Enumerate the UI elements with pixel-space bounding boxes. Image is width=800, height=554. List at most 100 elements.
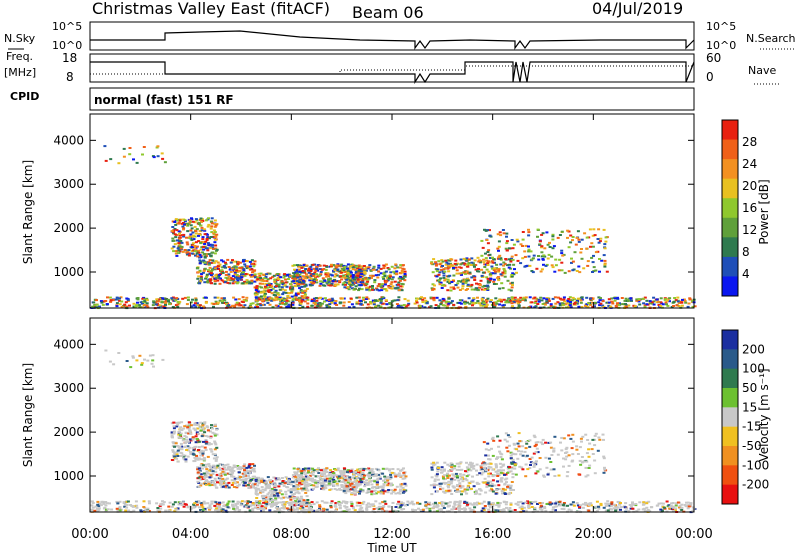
echo-cell [567,298,571,300]
echo-cell [489,506,493,509]
echo-cell [202,305,205,308]
echo-cell [488,253,492,256]
echo-cell [269,289,273,291]
echo-cell [297,498,301,501]
echo-cell [522,506,526,509]
echo-cell [277,496,281,499]
echo-cell [678,504,682,507]
echo-cell [271,502,275,505]
echo-cell [421,301,425,303]
echo-cell [196,471,200,474]
echo-cell [590,256,594,259]
echo-cell [104,504,108,507]
echo-cell [657,502,661,505]
echo-cell [302,469,306,472]
echo-cell [254,481,258,484]
echo-cell [362,500,366,503]
echo-cell [494,283,498,285]
echo-cell [262,280,266,282]
echo-cell [195,245,199,248]
echo-cell [437,260,441,263]
echo-cell [175,425,179,428]
echo-cell [221,300,224,303]
echo-cell [340,501,344,504]
echo-cell [304,505,308,508]
echo-cell [505,299,509,302]
echo-cell [629,505,633,508]
echo-cell [495,268,499,271]
echo-cell [391,285,395,288]
echo-cell [213,231,217,233]
echo-cell [123,505,127,508]
echo-cell [346,277,350,280]
echo-cell [329,264,333,267]
echo-cell [318,504,322,507]
echo-cell [379,301,383,304]
echo-cell [299,289,303,292]
echo-cell [206,502,210,505]
echo-cell [269,489,273,492]
echo-cell [325,484,329,487]
echo-cell [569,234,573,237]
echo-cell [406,299,410,302]
echo-cell [282,276,286,279]
echo-cell [537,258,541,261]
echo-cell [242,484,246,487]
echo-cell [245,282,249,285]
echo-cell [263,287,267,290]
echo-cell [610,501,614,504]
echo-cell [568,299,572,302]
echo-cell [358,492,361,495]
echo-cell [645,303,649,306]
echo-cell [198,282,202,285]
echo-cell [390,278,394,281]
echo-cell [492,302,495,305]
echo-cell [146,507,150,510]
echo-cell [544,264,548,267]
echo-cell [207,253,211,256]
echo-cell [470,257,474,260]
echo-cell [349,297,353,300]
echo-cell [397,296,401,299]
echo-cell [207,463,211,466]
echo-cell [676,300,680,303]
echo-cell [643,306,647,309]
echo-cell [304,277,308,280]
echo-cell [176,460,180,463]
echo-cell [463,301,466,304]
echo-cell [202,228,206,231]
echo-cell [164,302,167,305]
echo-cell [215,233,219,236]
echo-cell [558,234,562,236]
echo-cell [188,438,192,441]
echo-cell [221,482,225,485]
echo-cell [470,283,474,286]
echo-cell [132,158,135,161]
echo-cell [629,507,633,510]
echo-cell [255,497,259,499]
echo-cell [481,304,485,307]
echo-cell [456,286,460,289]
echo-cell [190,305,194,308]
echo-cell [443,304,447,307]
echo-cell [377,508,381,510]
echo-cell [410,501,414,504]
nsearch-label: N.Search [746,32,796,45]
echo-cell [390,281,394,284]
echo-cell [208,504,212,507]
echo-cell [354,276,358,279]
echo-cell [248,281,252,284]
echo-cell [223,466,226,469]
echo-cell [340,263,344,266]
echo-cell [240,500,244,503]
echo-cell [289,491,293,494]
echo-cell [218,263,222,266]
echo-cell [204,439,208,441]
echo-cell [196,277,200,280]
echo-cell [197,467,201,470]
echo-cell [293,479,297,482]
echo-cell [233,281,237,283]
echo-cell [182,505,186,508]
echo-cell [281,293,285,296]
echo-cell [249,275,253,278]
